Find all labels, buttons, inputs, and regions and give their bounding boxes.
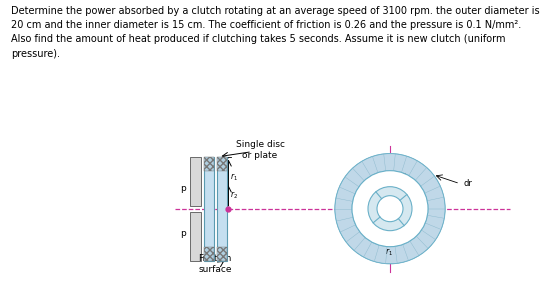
Circle shape [377, 196, 403, 222]
Text: W: W [217, 230, 226, 239]
Bar [203, 157, 213, 261]
Bar [217, 157, 227, 261]
Text: p: p [180, 184, 185, 193]
Circle shape [335, 154, 445, 264]
Bar [217, 157, 227, 171]
Text: r: r [402, 171, 404, 180]
Text: $r_2$: $r_2$ [370, 196, 378, 207]
Bar [217, 247, 227, 261]
Circle shape [368, 187, 412, 231]
Bar [189, 212, 201, 261]
Text: dr: dr [463, 179, 472, 188]
Bar [203, 157, 213, 171]
Bar [217, 247, 227, 261]
Bar [217, 157, 227, 171]
Text: $r_1$: $r_1$ [231, 172, 238, 183]
Circle shape [352, 171, 428, 247]
Bar [189, 212, 201, 261]
Text: Single disc
or plate: Single disc or plate [236, 140, 285, 160]
Text: $r_2$: $r_2$ [231, 190, 238, 201]
Text: Friction
surface: Friction surface [198, 254, 232, 274]
Bar [203, 157, 213, 171]
Bar [189, 157, 201, 206]
Text: Determine the power absorbed by a clutch rotating at an average speed of 3100 rp: Determine the power absorbed by a clutch… [11, 6, 540, 59]
Bar [203, 247, 213, 261]
Text: p: p [180, 229, 185, 238]
Bar [203, 247, 213, 261]
Text: $r_1$: $r_1$ [385, 247, 393, 258]
Bar [189, 157, 201, 206]
